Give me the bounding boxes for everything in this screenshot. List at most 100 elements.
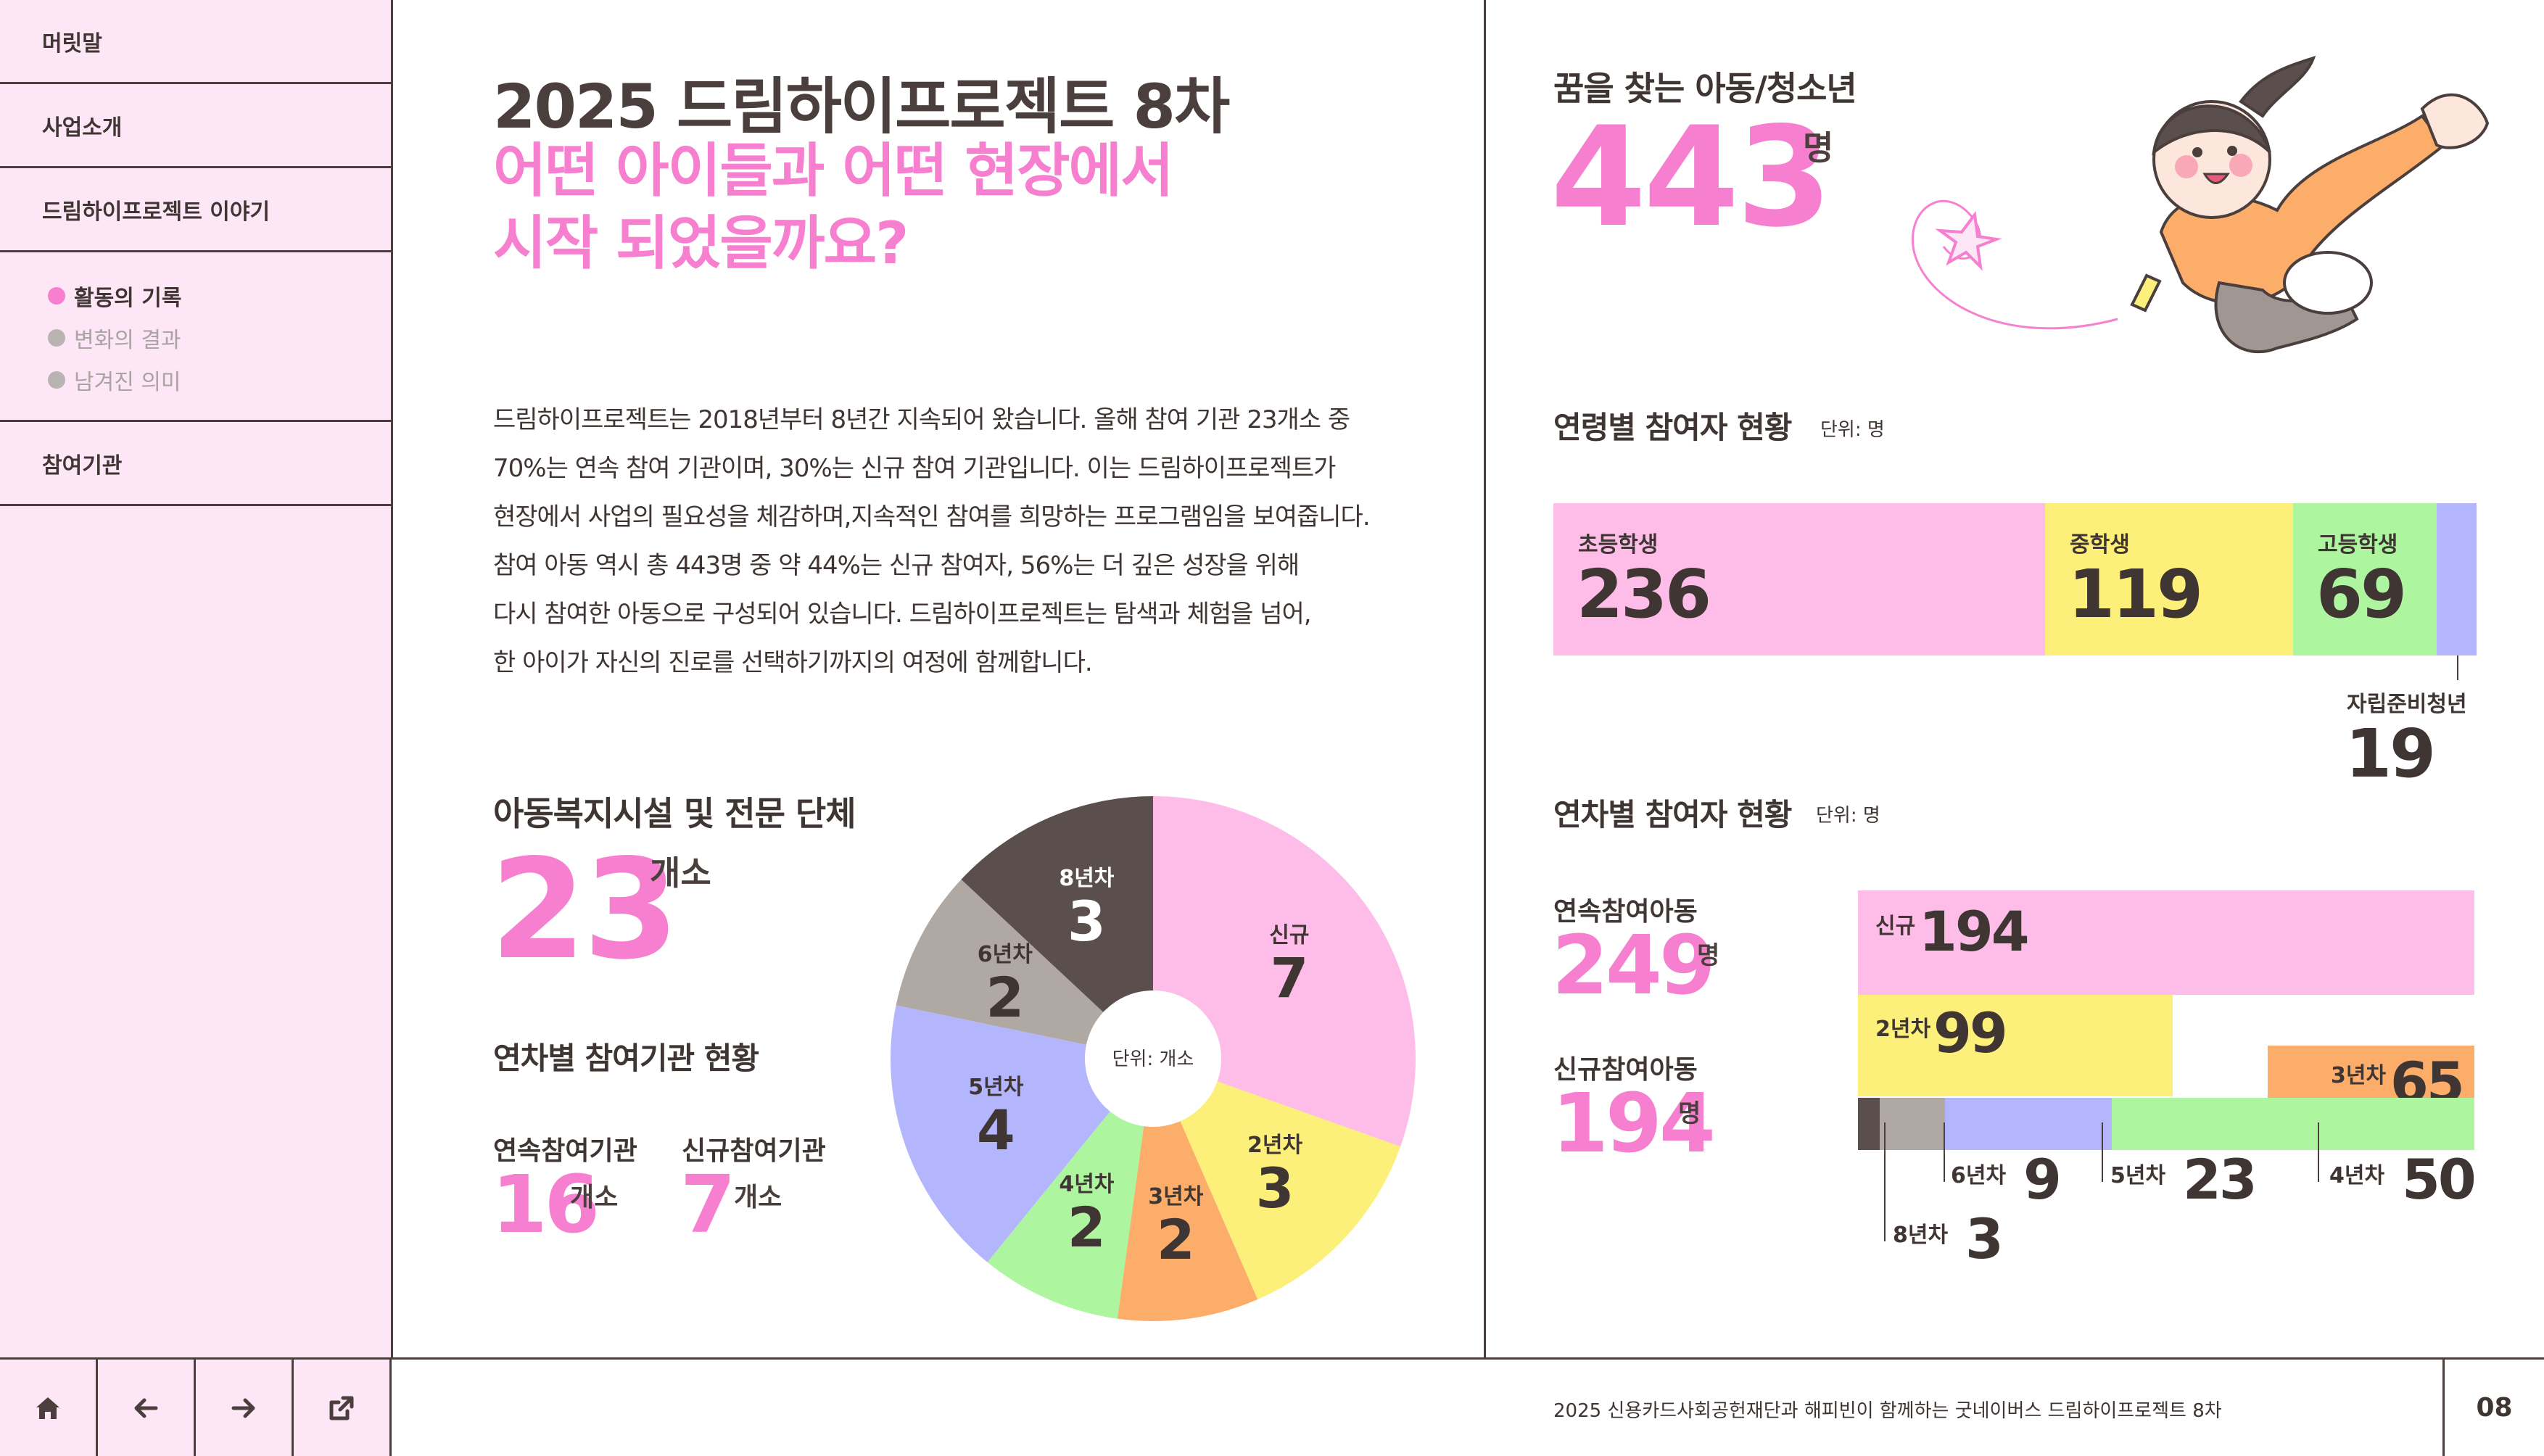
year-bar-value: 23 [2183,1147,2258,1212]
home-button[interactable] [0,1360,98,1456]
sidebar-subitem-label: 활동의 기록 [74,286,182,311]
year-bar-seg [2112,1098,2474,1150]
new-children-label: 신규참여아동 [1553,1055,1698,1085]
year-bar-label: 6년차 [1951,1163,2007,1188]
sidebar-item-label: 머릿말 [42,30,102,57]
new-children-unit: 명 [1678,1099,1701,1128]
institutions-title: 아동복지시설 및 전문 단체 [493,794,856,833]
sidebar-item-preface[interactable]: 머릿말 [0,0,391,84]
age-bar-value: 119 [2068,555,2203,633]
pie-slice-value: 4 [977,1098,1015,1162]
sidebar-item-dreamhigh-story[interactable]: 드림하이프로젝트 이야기 [0,168,391,252]
pie-slice-label: 3년차 [1148,1184,1203,1209]
external-link-button[interactable] [294,1360,392,1456]
year-chart-unit: 단위: 명 [1816,805,1880,827]
year-bar-label: 신규 [1875,914,1916,939]
page-title: 2025 드림하이프로젝트 8차 [493,71,1230,142]
year-bar-value: 194 [1919,899,2030,964]
sidebar-subitem-label: 남겨진 의미 [74,370,181,395]
pie-slice-label: 6년차 [978,942,1033,967]
year-bar-value: 3 [1965,1207,2004,1271]
child-character-illustration [1912,55,2490,353]
year-bar-value: 50 [2402,1147,2477,1212]
pie-slice-5 [896,879,1153,1059]
pie-slice-label: 5년차 [968,1075,1023,1100]
institutions-by-year-title: 연차별 참여기관 현황 [493,1041,759,1076]
age-bar-label: 고등학생 [2318,532,2398,558]
year-bar-new [1858,890,2474,995]
intro-line: 현장에서 사업의 필요성을 체감하며,지속적인 참여를 희망하는 프로그램임을 … [493,502,1371,531]
age-bar-label: 자립준비청년 [2347,692,2467,717]
year-leader-line [1944,1122,1945,1182]
page-subtitle: 어떤 아이들과 어떤 현장에서 시작 되었을까요? [493,135,1291,280]
sidebar-item-label: 드림하이프로젝트 이야기 [42,199,270,225]
year-chart-title: 연차별 참여자 현황 [1553,797,1792,832]
year-leader-line [1884,1122,1886,1241]
sidebar-subitem-label: 변화의 결과 [74,328,181,353]
new-institutions-value: 7 [680,1158,736,1251]
age-bar-segment [2437,503,2477,655]
sidebar-subitem-change-result[interactable]: 변화의 결과 [48,322,181,354]
children-count: 443 [1550,97,1833,257]
year-bar-seg [1880,1098,1945,1150]
institutions-count: 23 [490,830,679,990]
age-bar-segment [2045,503,2293,655]
age-bar-value: 19 [2345,715,2436,793]
inactive-dot-icon [48,371,65,389]
active-dot-icon [48,287,65,305]
continuing-children-value: 249 [1552,919,1716,1013]
intro-line: 다시 참여한 아동으로 구성되어 있습니다. 드림하이프로젝트는 탐색과 체험을… [493,600,1312,629]
arrow-right-icon [231,1398,255,1418]
sidebar-item-institutions[interactable]: 참여기관 [0,422,391,506]
pie-slice-6 [961,796,1153,1059]
year-bar-label: 5년차 [2110,1163,2166,1188]
pie-slice-3 [987,1059,1153,1319]
age-bar-segment [2293,503,2437,655]
inactive-dot-icon [48,329,65,347]
new-institutions-label: 신규참여기관 [682,1136,826,1166]
continuing-children-label: 연속참여아동 [1553,897,1698,927]
continuing-children-unit: 명 [1697,941,1720,970]
subtitle-line: 어떤 아이들과 어떤 현장에서 [493,137,1174,204]
year-bar-label: 8년차 [1893,1223,1949,1248]
intro-line: 참여 아동 역시 총 443명 중 약 44%는 신규 참여자, 56%는 더 … [493,551,1300,580]
intro-line: 한 아이가 자신의 진로를 선택하기까지의 여정에 함께합니다. [493,648,1093,677]
age-leader-line [2456,655,2458,680]
continuing-institutions-label: 연속참여기관 [493,1136,637,1166]
intro-paragraph: 드림하이프로젝트는 2018년부터 8년간 지속되어 왔습니다. 올해 참여 기… [493,396,1436,687]
previous-page-button[interactable] [98,1360,196,1456]
pie-slice-label: 2년차 [1247,1133,1302,1158]
next-page-button[interactable] [196,1360,294,1456]
institutions-count-unit: 개소 [650,853,711,893]
pie-slice-label: 8년차 [1059,866,1114,891]
bottom-bar: 2025 신용카드사회공헌재단과 해피빈이 함께하는 굿네이버스 드림하이프로젝… [0,1357,2544,1456]
subtitle-line: 시작 되었을까요? [493,210,909,277]
sidebar-item-business-intro[interactable]: 사업소개 [0,84,391,168]
sidebar-subitem-activity-record[interactable]: 활동의 기록 [48,280,181,312]
center-divider [1484,0,1486,1456]
sidebar-subitem-meaning[interactable]: 남겨진 의미 [48,364,181,396]
year-bar-3 [2268,1046,2474,1098]
home-icon [36,1397,59,1419]
age-bar-label: 중학생 [2070,532,2130,558]
footer-text: 2025 신용카드사회공헌재단과 해피빈이 함께하는 굿네이버스 드림하이프로젝… [1553,1400,2222,1422]
pie-slice-value: 3 [1256,1156,1294,1220]
age-chart-unit: 단위: 명 [1820,419,1885,441]
page-number: 08 [2442,1360,2544,1456]
pie-slice-value: 3 [1067,889,1106,954]
pie-slice-value: 2 [986,965,1024,1030]
year-leader-line [2102,1122,2103,1182]
sidebar: 머릿말 사업소개 드림하이프로젝트 이야기 활동의 기록 변화의 결과 남겨진 … [0,0,393,1357]
year-bar-seg [1858,1098,1880,1150]
new-children-value: 194 [1552,1077,1716,1171]
age-bar-label: 초등학생 [1578,532,1659,558]
pie-slice-value: 2 [1067,1195,1106,1259]
year-bar-value: 9 [2023,1147,2062,1212]
pie-slice-label: 4년차 [1059,1172,1114,1197]
age-bar-segment [1553,503,2045,655]
continuing-institutions-value: 16 [492,1158,600,1251]
children-title: 꿈을 찾는 아동/청소년 [1553,69,1857,108]
year-bar-label: 4년차 [2329,1163,2385,1188]
year-bar-label: 2년차 [1875,1017,1931,1042]
